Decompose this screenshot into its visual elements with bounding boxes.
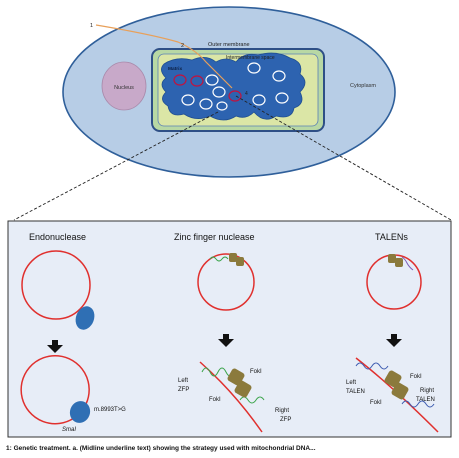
cytoplasm-label: Cytoplasm: [350, 83, 376, 89]
zfn-foki-bottom-label: FokI: [209, 397, 221, 403]
zfn-right-label: Right: [275, 408, 289, 414]
talen-left-label: Left: [346, 380, 356, 386]
endonuclease-title: Endonuclease: [29, 232, 86, 242]
talen-foki-top-label: FokI: [410, 374, 422, 380]
zfn-foki-top-label: FokI: [250, 369, 262, 375]
talen-foki-bottom-label: FokI: [370, 400, 382, 406]
figure-caption: 1: Genetic treatment. a. (Midline underl…: [6, 445, 316, 452]
talen-right-label: TALEN: [416, 397, 435, 403]
matrix-label: Matrix: [168, 66, 182, 72]
pointer-4: 4: [245, 91, 248, 97]
outer-membrane-label: Outer membrane: [208, 42, 250, 48]
mitochondrial-matrix: [161, 53, 305, 120]
nuclease-panel: Endonuclease m.8993T>G SmaI Zinc finger …: [8, 221, 451, 437]
talen-left-label: TALEN: [346, 389, 365, 395]
nucleus-label: Nucleus: [114, 85, 134, 91]
mutation-label: m.8993T>G: [94, 407, 126, 413]
zfn-foki-small: [229, 253, 237, 262]
smai-label: SmaI: [62, 427, 76, 433]
zfn-left-label: Left: [178, 378, 188, 384]
pointer-1: 1: [90, 23, 93, 29]
zinc-finger-title: Zinc finger nuclease: [174, 232, 255, 242]
zfn-right-label: ZFP: [280, 417, 291, 423]
intermembrane-space-label: Intermembrane space: [226, 55, 275, 61]
talens-title: TALENs: [375, 232, 408, 242]
talen-foki-small: [388, 254, 396, 263]
zfn-foki-small: [236, 257, 244, 266]
talen-foki-small: [395, 258, 403, 267]
zfn-left-label: ZFP: [178, 387, 189, 393]
pointer-2: 2: [181, 43, 184, 49]
cell-diagram: Nucleus Cytoplasm Outer membrane Interme…: [14, 7, 451, 220]
talen-right-label: Right: [420, 388, 434, 394]
